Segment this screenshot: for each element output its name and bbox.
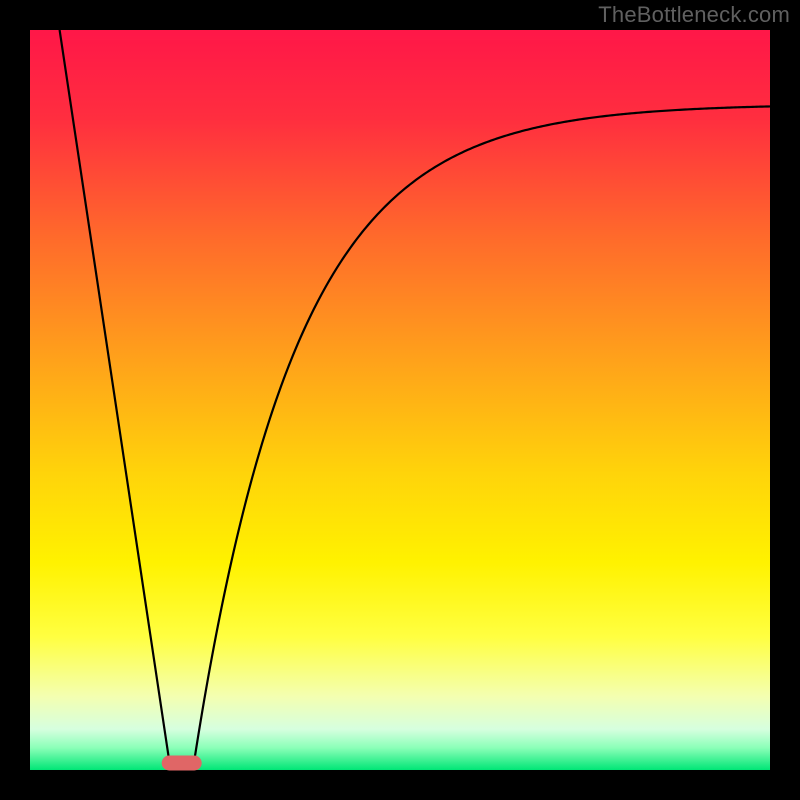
- plot-background: [30, 30, 770, 770]
- watermark-text: TheBottleneck.com: [598, 2, 790, 28]
- chart-svg: [0, 0, 800, 800]
- bottom-marker: [162, 756, 202, 771]
- chart-container: TheBottleneck.com: [0, 0, 800, 800]
